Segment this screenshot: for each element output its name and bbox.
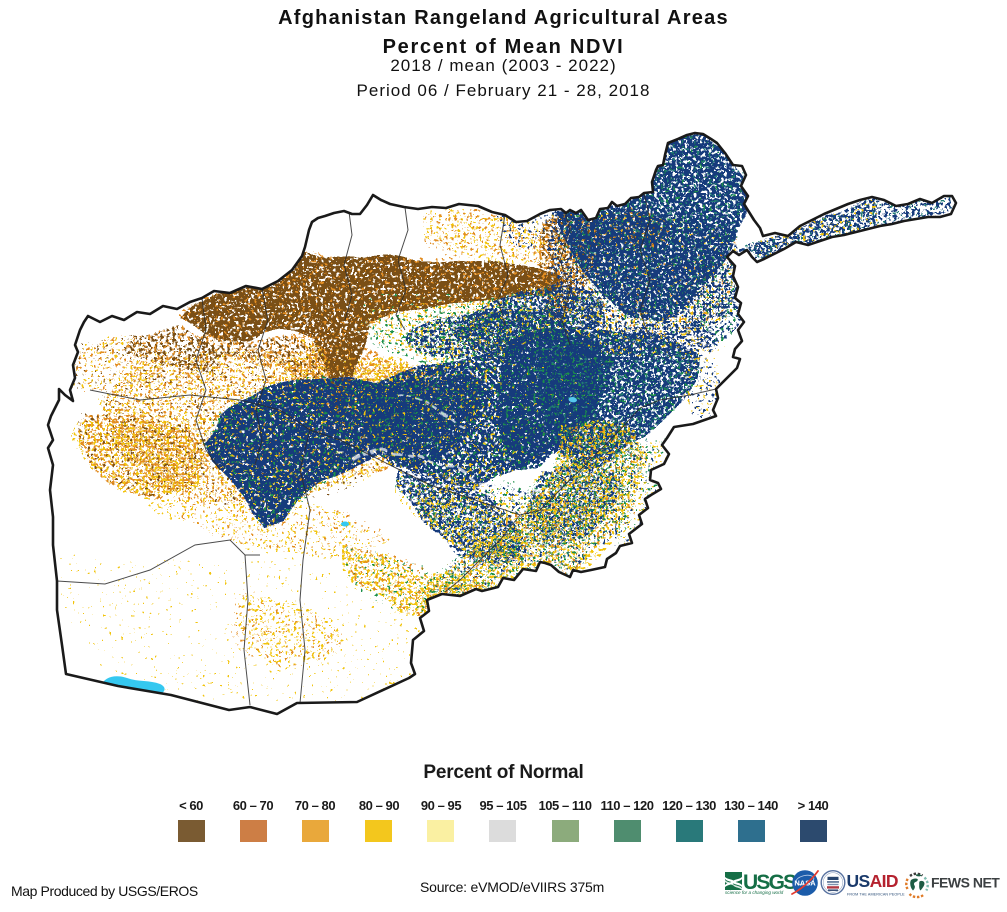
svg-text:USGS: USGS	[743, 871, 797, 894]
svg-text:FROM THE AMERICAN PEOPLE: FROM THE AMERICAN PEOPLE	[847, 893, 905, 897]
svg-text:science for a changing world: science for a changing world	[725, 890, 784, 895]
svg-text:USAID: USAID	[847, 871, 898, 891]
svg-text:FEWS NET: FEWS NET	[931, 875, 1000, 891]
svg-text:NASA: NASA	[794, 879, 816, 888]
